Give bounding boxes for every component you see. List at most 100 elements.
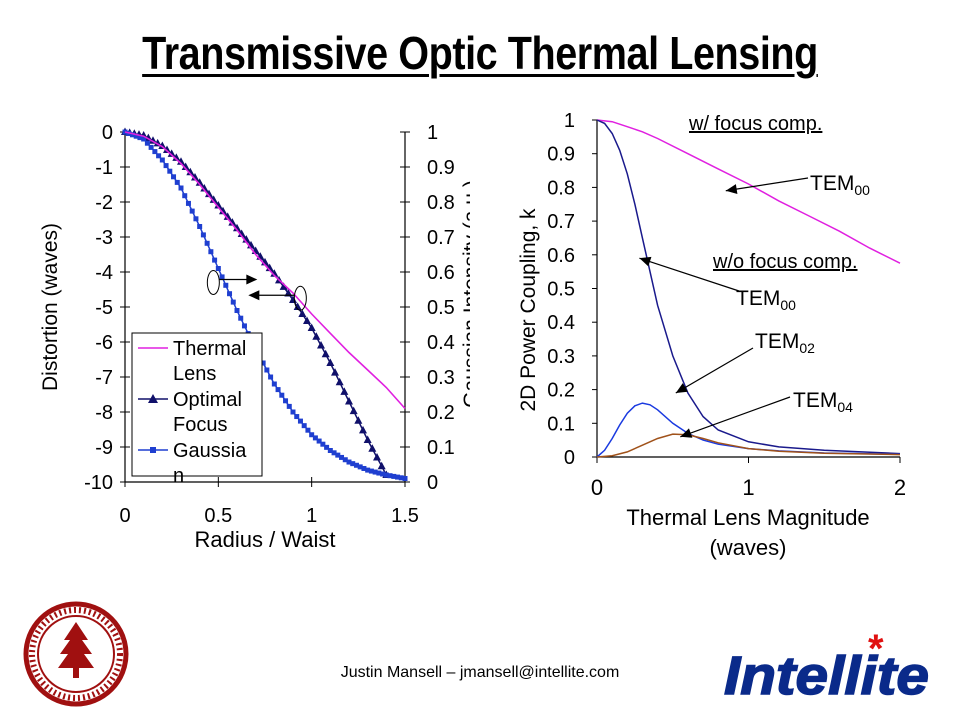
annotation-arrow-head <box>680 428 693 438</box>
thermal-lens-line <box>124 131 406 410</box>
optimal-focus-marker <box>209 195 218 203</box>
y-tick-label: 0 <box>564 447 575 469</box>
x-tick-label: 1 <box>742 475 754 500</box>
y-tick-label: -10 <box>84 472 113 494</box>
stanford-seal <box>23 601 129 707</box>
annotation-wo-focus-comp: w/o focus comp. <box>712 251 858 273</box>
y-tick-label: 0.3 <box>547 346 575 368</box>
gaussian-marker <box>309 432 315 438</box>
legend-entry: Optimal Focus <box>138 389 242 436</box>
optimal-focus-marker <box>349 406 358 415</box>
gaussian-marker <box>193 216 199 222</box>
optimal-focus-marker <box>177 157 185 165</box>
optimal-focus-marker <box>228 218 237 226</box>
y-tick-label: -1 <box>95 157 113 179</box>
optimal-focus-marker <box>331 368 339 376</box>
gaussian-marker <box>395 474 401 480</box>
optimal-focus-marker <box>191 173 199 181</box>
seal-inner-ring <box>37 615 115 693</box>
series-thermal-lens <box>124 131 406 410</box>
gaussian-marker <box>148 144 154 150</box>
y2-axis-title: Gaussian Intensity (a.u.) <box>460 180 470 408</box>
gaussian-marker <box>286 403 292 409</box>
optimal-focus-marker <box>377 461 386 470</box>
x-tick-label: 0 <box>591 475 603 500</box>
gaussian-marker <box>167 168 173 174</box>
gaussian-marker <box>182 193 188 199</box>
intellite-logo: Intellite * <box>723 628 930 704</box>
y-tick-label: -5 <box>95 297 113 319</box>
gaussian-marker <box>357 464 363 470</box>
annotation-arrow <box>725 177 809 192</box>
optimal-focus-marker <box>303 316 311 324</box>
y-tick-label: 0.4 <box>547 312 575 334</box>
optimal-focus-marker <box>340 387 349 395</box>
gaussian-marker <box>279 392 285 398</box>
optimal-focus-marker <box>181 162 190 170</box>
y2-tick-label: 0.4 <box>427 332 455 354</box>
gaussian-marker <box>335 452 341 458</box>
x-tick-label: 0.5 <box>204 505 232 527</box>
optimal-focus-marker <box>317 341 325 349</box>
label-tem04: TEM04 <box>793 389 853 415</box>
gaussian-marker <box>398 475 404 481</box>
optimal-focus-marker <box>335 377 344 386</box>
y2-tick-label: 1 <box>427 122 438 144</box>
y2-tick-label: 0.8 <box>427 192 455 214</box>
gaussian-marker <box>137 135 143 141</box>
y2-tick-label: 0.6 <box>427 262 455 284</box>
y2-tick-label: 0.9 <box>427 157 455 179</box>
annotation-arrow <box>639 257 740 292</box>
gaussian-marker <box>290 409 296 415</box>
annotation-arrow <box>680 396 791 438</box>
left-axis-ellipse <box>206 270 220 295</box>
gaussian-marker <box>327 448 333 453</box>
optimal-focus-marker <box>158 141 167 149</box>
y-tick-label: -6 <box>95 332 113 354</box>
series-tem00-focus-comp <box>596 119 901 264</box>
x-tick-label: 1.5 <box>391 505 419 527</box>
gaussian-marker <box>163 163 169 169</box>
power-coupling-chart: 1 0.9 0.8 0.7 0.6 0.5 0.4 0.3 0.2 0.1 00 1 2 Thermal … <box>517 110 906 560</box>
gaussian-marker <box>305 427 311 433</box>
gaussian-marker <box>312 435 318 441</box>
axis-indicator-annotations <box>206 270 307 311</box>
legend-entry: Gaussia n <box>138 440 247 487</box>
legend-label-line1: Thermal <box>173 338 246 360</box>
gaussian-marker <box>219 274 225 280</box>
optimal-focus-marker <box>359 425 367 434</box>
gaussian-marker <box>324 444 330 450</box>
gaussian-marker <box>227 291 233 297</box>
gaussian-marker <box>238 315 244 321</box>
gaussian-marker <box>171 174 177 180</box>
footer-credit: Justin Mansell – jmansell@intellite.com <box>340 664 620 681</box>
gaussian-marker <box>230 299 236 305</box>
optimal-focus-marker <box>363 435 372 443</box>
gaussian-marker <box>391 473 397 479</box>
gaussian-marker <box>275 387 281 393</box>
gaussian-marker <box>387 473 393 479</box>
optimal-focus-marker <box>373 453 381 461</box>
gaussian-marker <box>361 465 367 471</box>
optimal-focus-marker <box>354 416 363 424</box>
gaussian-marker <box>129 132 135 138</box>
seal-tree-trunk <box>73 668 79 678</box>
y-tick-label: -8 <box>95 402 113 424</box>
gaussian-marker <box>368 468 374 474</box>
y-tick-label: -7 <box>95 367 113 389</box>
y2-tick-label: 0.3 <box>427 367 455 389</box>
gaussian-marker <box>204 240 210 246</box>
legend-label-line1: Gaussia <box>173 440 247 462</box>
label-tem00-no-focus: TEM00 <box>736 287 796 313</box>
optimal-focus-marker <box>284 288 293 297</box>
gaussian-marker <box>178 185 184 191</box>
optimal-focus-marker <box>205 189 213 198</box>
slide-title: Transmissive Optic Thermal Lensing <box>142 27 818 79</box>
gaussian-marker <box>320 441 326 447</box>
legend: Thermal Lens Optimal Focus Gaussia n <box>131 332 263 487</box>
optimal-focus-marker <box>321 349 330 358</box>
optimal-focus-marker <box>298 309 307 317</box>
gaussian-marker <box>200 232 206 238</box>
y2-tick-label: 0.2 <box>427 402 455 424</box>
gaussian-marker <box>402 476 408 481</box>
